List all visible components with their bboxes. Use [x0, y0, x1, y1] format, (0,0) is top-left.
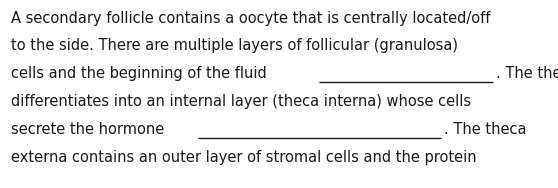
Text: .: . [176, 177, 181, 188]
Text: A secondary follicle contains a oocyte that is centrally located/off: A secondary follicle contains a oocyte t… [11, 11, 490, 26]
Text: differentiates into an internal layer (theca interna) whose cells: differentiates into an internal layer (t… [11, 94, 472, 109]
Text: to the side. There are multiple layers of follicular (granulosa): to the side. There are multiple layers o… [11, 38, 458, 53]
Text: secrete the hormone: secrete the hormone [11, 122, 165, 137]
Text: externa contains an outer layer of stromal cells and the protein: externa contains an outer layer of strom… [11, 150, 477, 165]
Text: . The theca: . The theca [496, 66, 558, 81]
Text: . The theca: . The theca [444, 122, 526, 137]
Text: cells and the beginning of the fluid: cells and the beginning of the fluid [11, 66, 267, 81]
Text: .: . [175, 177, 180, 188]
